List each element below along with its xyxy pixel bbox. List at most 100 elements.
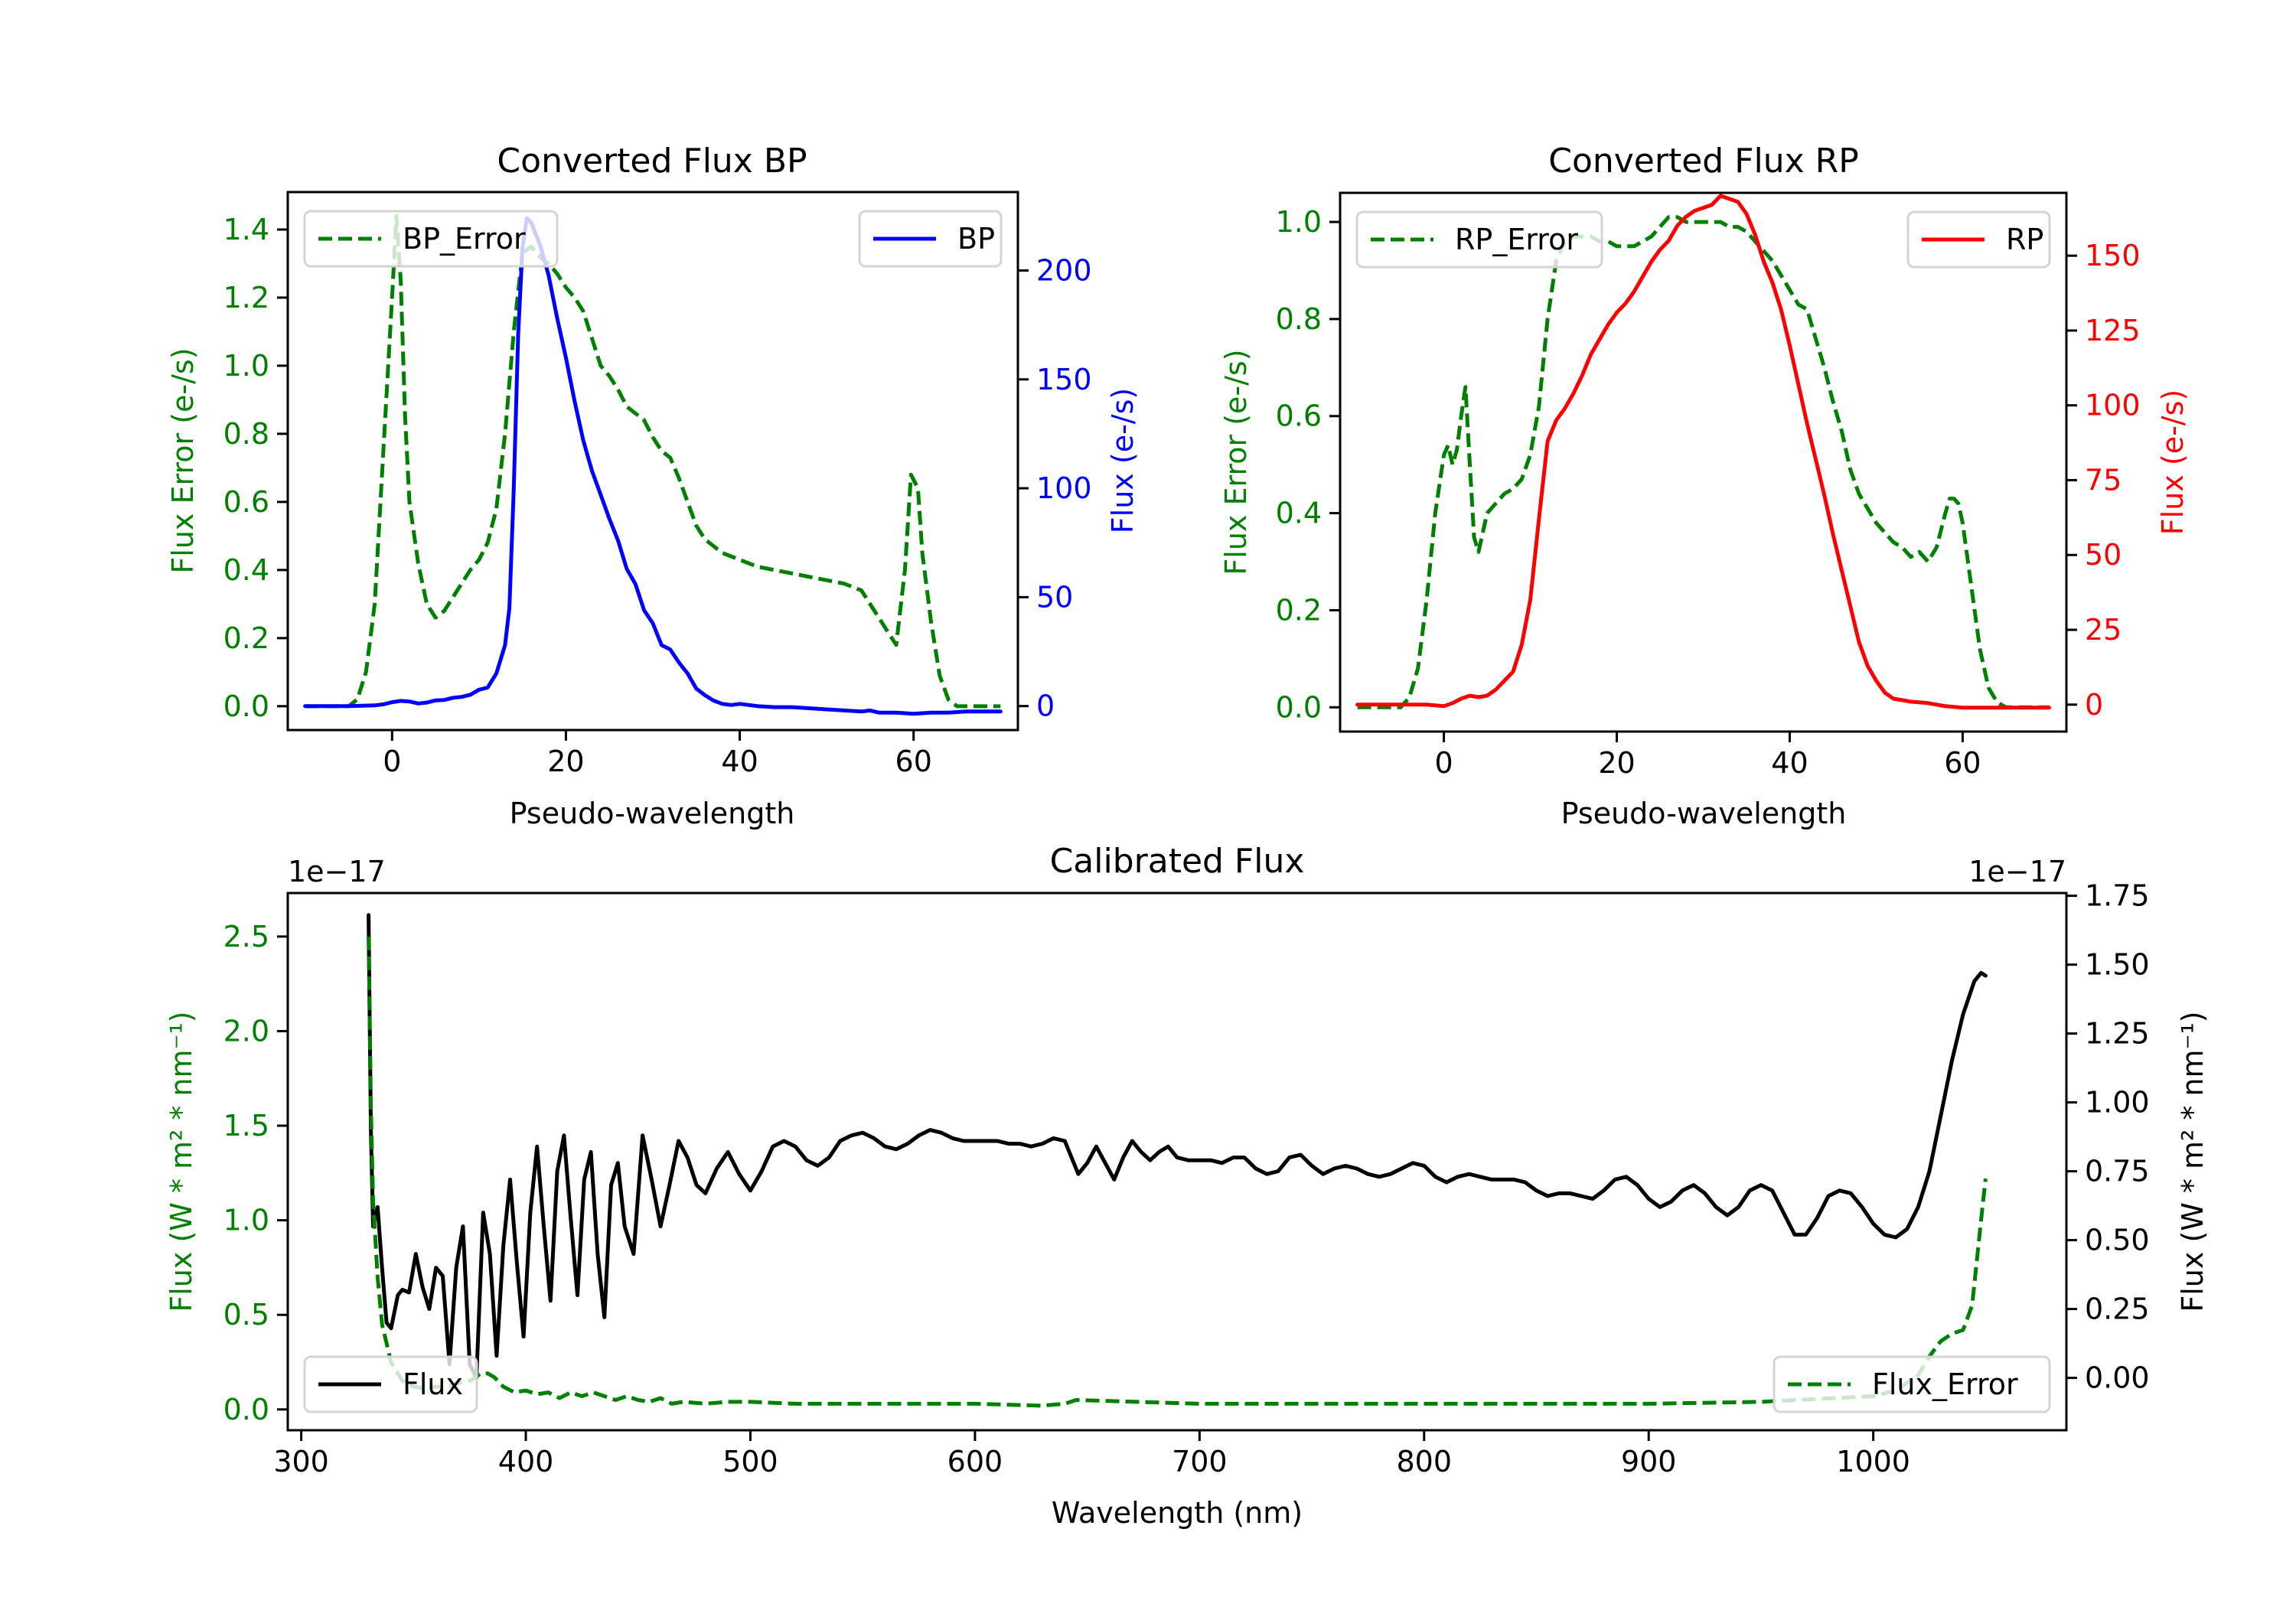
rp-ylabel-right: Flux (e-/s)	[2156, 390, 2190, 535]
rp-xtick-label: 60	[1944, 746, 1981, 780]
calibrated-axes-frame	[286, 892, 2068, 1432]
bp-ylabel-right: Flux (e-/s)	[1106, 388, 1140, 533]
rp-xtick-label: 40	[1771, 746, 1808, 780]
calibrated-offset-right: 1e−17	[1968, 855, 2066, 888]
calibrated-ytick-left-label: 1.5	[223, 1109, 269, 1143]
calibrated-ylabel-right: Flux (W * m² * nm⁻¹)	[2176, 1011, 2210, 1312]
calibrated-ytick-right-label: 0.50	[2085, 1224, 2150, 1257]
bp-xtick-label: 0	[383, 745, 401, 778]
calibrated-legend-left-box	[303, 1355, 478, 1413]
calibrated-ylabel-left: Flux (W * m² * nm⁻¹)	[165, 1011, 198, 1312]
rp-line-rp-error	[1357, 215, 2050, 709]
bp-ytick-right-label: 100	[1036, 471, 1092, 505]
rp-ytick-left-label: 0.2	[1276, 593, 1322, 627]
calibrated-xtick-label: 800	[1397, 1445, 1453, 1478]
rp-legend-left-label: RP_Error	[1455, 223, 1578, 256]
bp-ytick-left-label: 0.4	[223, 553, 269, 587]
bp-ytick-left-label: 0.6	[223, 485, 269, 519]
bp-axes-frame	[286, 191, 1019, 732]
rp-title: Converted Flux RP	[1548, 142, 1859, 181]
calibrated-xtick-label: 400	[498, 1445, 554, 1478]
rp-panel: Converted Flux RP Pseudo-wavelength Flux…	[1219, 142, 2190, 830]
calibrated-legend-right-box	[1773, 1355, 2051, 1413]
bp-ylabel-left: Flux Error (e-/s)	[166, 347, 200, 573]
rp-xtick-label: 20	[1598, 746, 1635, 780]
rp-ytick-right-label: 0	[2085, 688, 2103, 722]
bp-xtick-label: 20	[547, 745, 584, 778]
calibrated-ytick-left-label: 0.5	[223, 1298, 269, 1332]
bp-ytick-left-label: 1.4	[223, 213, 269, 246]
rp-xtick-label: 0	[1434, 746, 1453, 780]
calibrated-ytick-right-label: 1.25	[2085, 1017, 2150, 1051]
bp-ytick-left-label: 0.2	[223, 621, 269, 655]
calibrated-xtick-label: 500	[722, 1445, 778, 1478]
bp-ytick-right-label: 50	[1036, 580, 1073, 614]
rp-line-rp	[1355, 194, 2051, 710]
bp-xtick-label: 40	[721, 745, 758, 778]
bp-line-bp-error	[305, 214, 1001, 709]
rp-ytick-left-label: 0.0	[1276, 690, 1322, 724]
rp-ytick-right-label: 50	[2085, 538, 2122, 572]
bp-legend-right: BP	[858, 210, 1003, 268]
calibrated-xlabel: Wavelength (nm)	[1052, 1496, 1303, 1530]
calibrated-ytick-right-label: 1.75	[2085, 879, 2150, 913]
calibrated-ytick-right-label: 1.50	[2085, 948, 2150, 982]
bp-legend-left-label: BP_Error	[403, 222, 526, 256]
calibrated-ytick-left-label: 1.0	[223, 1204, 269, 1237]
bp-ytick-left-label: 1.2	[223, 281, 269, 315]
rp-xlabel: Pseudo-wavelength	[1561, 797, 1847, 830]
bp-title: Converted Flux BP	[497, 142, 807, 181]
rp-legend-left-box	[1355, 210, 1603, 269]
rp-ytick-left-label: 1.0	[1276, 205, 1322, 239]
rp-ylabel-left: Flux Error (e-/s)	[1219, 349, 1253, 575]
calibrated-xtick-label: 1000	[1836, 1445, 1910, 1478]
rp-ytick-left-label: 0.6	[1276, 399, 1322, 433]
calibrated-offset-left: 1e−17	[288, 855, 386, 888]
bp-ytick-right-label: 0	[1036, 689, 1055, 723]
rp-ytick-right-label: 150	[2085, 239, 2141, 272]
calibrated-xtick-label: 700	[1172, 1445, 1228, 1478]
calibrated-xtick-label: 300	[273, 1445, 329, 1478]
calibrated-legend-right: Flux_Error	[1773, 1355, 2051, 1413]
rp-ytick-right-label: 100	[2085, 389, 2141, 422]
calibrated-xtick-label: 600	[947, 1445, 1003, 1478]
bp-line-bp	[303, 216, 1003, 716]
rp-ytick-left-label: 0.4	[1276, 497, 1322, 530]
bp-panel: Converted Flux BP Pseudo-wavelength Flux…	[166, 142, 1140, 830]
rp-legend-right: RP	[1906, 210, 2051, 269]
calibrated-xtick-label: 900	[1621, 1445, 1677, 1478]
calibrated-ytick-left-label: 2.0	[223, 1014, 269, 1048]
rp-legend-left: RP_Error	[1355, 210, 1603, 269]
bp-xtick-label: 60	[895, 745, 932, 778]
calibrated-ytick-right-label: 0.00	[2085, 1361, 2150, 1395]
bp-legend-right-label: BP	[957, 222, 995, 256]
bp-ytick-left-label: 1.0	[223, 349, 269, 383]
bp-ytick-left-label: 0.0	[223, 689, 269, 723]
calibrated-ytick-right-label: 1.00	[2085, 1086, 2150, 1120]
rp-series	[1355, 194, 2051, 710]
calibrated-ytick-right-label: 0.75	[2085, 1155, 2150, 1188]
rp-ytick-right-label: 125	[2085, 314, 2141, 347]
calibrated-panel: Calibrated Flux Wavelength (nm) Flux (W …	[165, 842, 2210, 1530]
calibrated-ytick-right-label: 0.25	[2085, 1292, 2150, 1326]
rp-ytick-right-label: 75	[2085, 463, 2122, 497]
rp-legend-right-label: RP	[2006, 223, 2043, 256]
bp-ytick-right-label: 150	[1036, 363, 1092, 396]
rp-axes-frame	[1339, 191, 2068, 733]
rp-ytick-right-label: 25	[2085, 613, 2122, 647]
calibrated-legend-right-label: Flux_Error	[1872, 1367, 2018, 1401]
bp-series	[303, 214, 1003, 716]
bp-ytick-right-label: 200	[1036, 253, 1092, 287]
calibrated-legend-left: Flux	[303, 1355, 478, 1413]
calibrated-ytick-left-label: 2.5	[223, 920, 269, 953]
calibrated-ytick-left-label: 0.0	[223, 1393, 269, 1426]
calibrated-legend-left-label: Flux	[403, 1367, 463, 1401]
calibrated-line-flux	[367, 913, 1988, 1380]
bp-legend-left: BP_Error	[303, 210, 559, 268]
calibrated-title: Calibrated Flux	[1050, 842, 1305, 881]
bp-ytick-left-label: 0.8	[223, 417, 269, 451]
bp-xlabel: Pseudo-wavelength	[510, 797, 795, 830]
bp-legend-left-box	[303, 210, 559, 268]
rp-ytick-left-label: 0.8	[1276, 302, 1322, 336]
